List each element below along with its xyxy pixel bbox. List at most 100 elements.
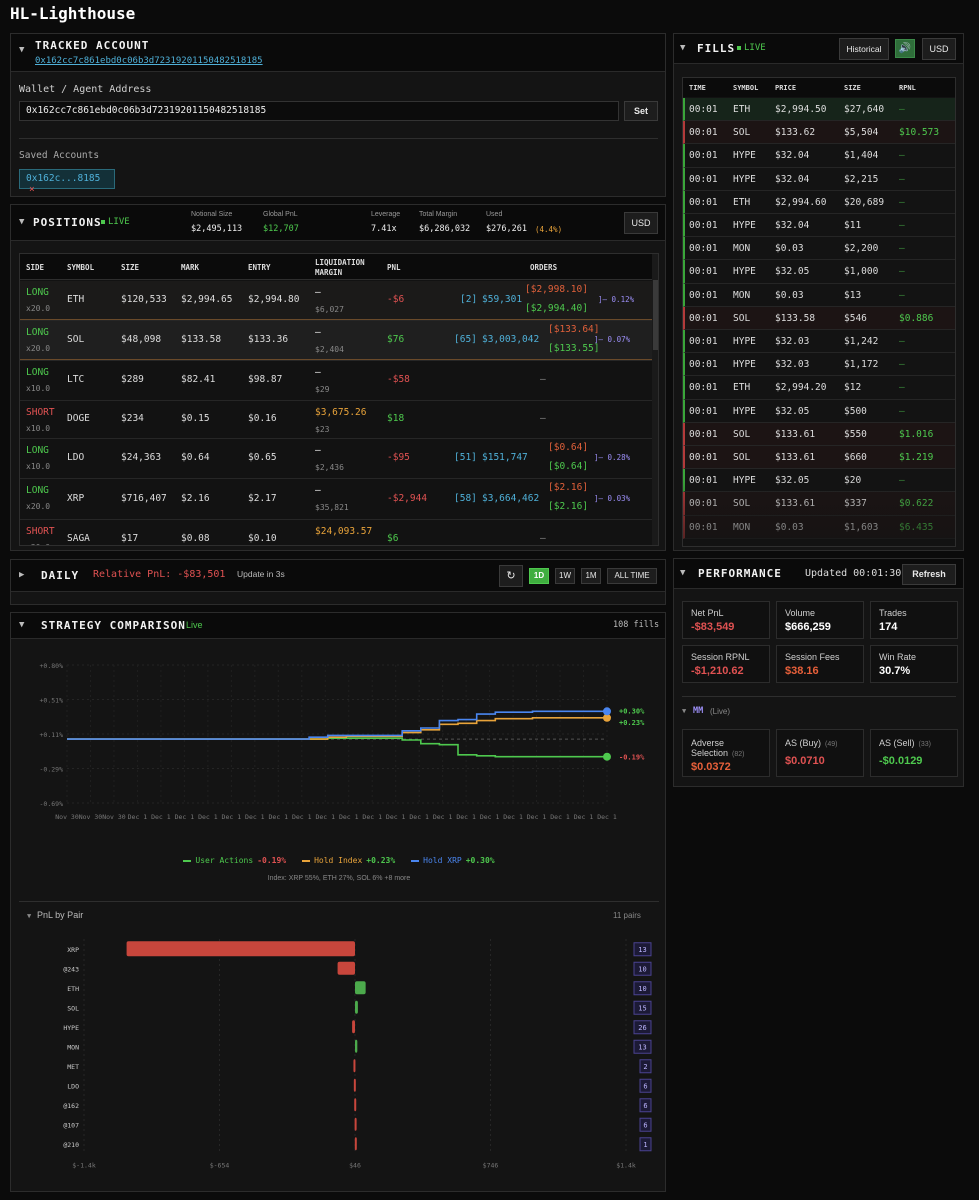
- range-button-1d[interactable]: 1D: [529, 568, 549, 584]
- table-row[interactable]: LONG x20.0 ETH $120,533 $2,994.65 $2,994.80 – $…: [20, 281, 658, 321]
- strategy-panel: ▼ STRATEGY COMPARISON Live 108 fills +0.…: [10, 612, 666, 1192]
- collapse-triangle-icon[interactable]: ▼: [682, 707, 687, 715]
- scrollbar[interactable]: [652, 254, 658, 545]
- collapse-triangle-icon[interactable]: ▼: [19, 45, 25, 55]
- fill-row[interactable]: 00:01 ETH $2,994.60 $20,689 –: [683, 190, 955, 214]
- fills-header[interactable]: ▼ FILLS LIVE Historical 🔊 USD: [674, 34, 963, 64]
- x-tick-label: $1.4k: [616, 1162, 636, 1170]
- order-count[interactable]: [2]: [460, 294, 478, 305]
- tracked-account-header[interactable]: ▼ TRACKED ACCOUNT 0x162cc7c861ebd0c06b3d…: [11, 34, 665, 72]
- fill-time: 00:01: [689, 289, 718, 301]
- fill-row[interactable]: 00:01 SOL $133.61 $660 $1.219: [683, 446, 955, 470]
- legend-item[interactable]: Hold XRP +0.30%: [411, 856, 495, 865]
- fill-price: $32.05: [775, 266, 810, 278]
- collapse-triangle-icon[interactable]: ▼: [27, 912, 32, 920]
- fill-time: 00:01: [689, 104, 718, 115]
- fill-symbol: SOL: [733, 428, 751, 440]
- fill-time: 00:01: [689, 405, 718, 417]
- set-button[interactable]: Set: [624, 101, 658, 121]
- order-count[interactable]: [51]: [454, 452, 477, 463]
- summary-value: $6,286,032: [419, 224, 471, 234]
- table-row[interactable]: LONG x10.0 LDO $24,363 $0.64 $0.65 – $2,436 -$95…: [20, 439, 658, 479]
- col-liquidation: LIQUIDATION: [315, 258, 365, 267]
- collapse-triangle-icon[interactable]: ▼: [680, 568, 686, 578]
- pnl-bar[interactable]: [353, 1078, 356, 1092]
- liquidation-price: –: [315, 485, 321, 496]
- y-tick-label: +0.80%: [40, 662, 64, 670]
- mm-stat-card: AS (Sell) (33) -$0.0129: [870, 729, 958, 777]
- pnl-bar[interactable]: [353, 1059, 356, 1073]
- currency-toggle-button[interactable]: USD: [922, 38, 956, 60]
- table-row[interactable]: SHORT x20.0 SAGA $17 $0.08 $0.10 $24,093.57 $2 $…: [20, 520, 658, 545]
- fill-size: $12: [844, 382, 862, 394]
- order-count[interactable]: [58]: [454, 493, 477, 504]
- collapse-triangle-icon[interactable]: ▼: [19, 620, 25, 630]
- pnl: $18: [387, 413, 405, 424]
- fill-row[interactable]: 00:01 HYPE $32.04 $2,215 –: [683, 167, 955, 191]
- pnl-bar[interactable]: [337, 961, 355, 975]
- pnl-bar[interactable]: [126, 941, 355, 957]
- fill-row[interactable]: 00:01 MON $0.03 $13 –: [683, 283, 955, 307]
- pnl-bar[interactable]: [352, 1020, 355, 1034]
- daily-header[interactable]: ▶ DAILY Relative PnL: -$83,501 Update in…: [11, 560, 665, 592]
- range-button-1m[interactable]: 1M: [581, 568, 601, 584]
- legend-name: Hold Index: [314, 856, 363, 865]
- fill-price: $133.58: [775, 312, 816, 324]
- fill-row[interactable]: 00:01 HYPE $32.04 $1,404 –: [683, 144, 955, 168]
- fill-row[interactable]: 00:01 ETH $2,994.50 $27,640 –: [683, 98, 955, 122]
- entry-price: $0.16: [248, 413, 277, 424]
- fill-row[interactable]: 00:01 SOL $133.58 $546 $0.886: [683, 306, 955, 330]
- pnl-bar[interactable]: [355, 1000, 358, 1014]
- leverage: x20.0: [26, 304, 51, 313]
- table-row[interactable]: LONG x20.0 SOL $48,098 $133.58 $133.36 – $2,404…: [20, 321, 658, 361]
- fill-row[interactable]: 00:01 ETH $2,994.20 $12 –: [683, 376, 955, 400]
- table-row[interactable]: LONG x10.0 LTC $289 $82.41 $98.87 – $29 -$58 –: [20, 361, 658, 401]
- table-row[interactable]: LONG x20.0 XRP $716,407 $2.16 $2.17 – $35,821 -$…: [20, 479, 658, 520]
- mm-stat-value: -$0.0129: [879, 755, 923, 767]
- legend-item[interactable]: Hold Index +0.23%: [302, 856, 395, 865]
- wallet-input[interactable]: 0x162cc7c861ebd0c06b3d723192011504825181…: [19, 101, 619, 121]
- collapse-triangle-icon[interactable]: ▼: [680, 43, 686, 53]
- historical-button[interactable]: Historical: [839, 38, 889, 60]
- x-tick-label: Dec 1: [151, 813, 171, 821]
- y-tick-label: -0.69%: [40, 800, 64, 808]
- pnl: -$95: [387, 452, 410, 463]
- order-count[interactable]: [65]: [454, 334, 477, 345]
- fill-row[interactable]: 00:01 HYPE $32.04 $11 –: [683, 214, 955, 238]
- tracked-address-link[interactable]: 0x162cc7c861ebd0c06b3d723192011504825181…: [35, 56, 263, 66]
- fill-row[interactable]: 00:01 HYPE $32.03 $1,172 –: [683, 353, 955, 377]
- currency-toggle-button[interactable]: USD: [624, 212, 658, 234]
- fill-rpnl: –: [899, 196, 905, 208]
- fill-row[interactable]: 00:01 HYPE $32.05 $500 –: [683, 399, 955, 423]
- fill-row[interactable]: 00:01 SOL $133.62 $5,504 $10.573: [683, 121, 955, 145]
- fill-size: $13: [844, 289, 862, 301]
- saved-account-chip[interactable]: 0x162c...8185 ×: [19, 169, 115, 195]
- fill-row[interactable]: 00:01 MON $0.03 $2,200 –: [683, 237, 955, 261]
- best-bid: [$133.55]: [548, 343, 600, 354]
- entry-price: $98.87: [248, 374, 283, 385]
- refresh-icon[interactable]: ↻: [499, 565, 523, 587]
- close-icon[interactable]: ×: [29, 184, 35, 195]
- positions-header[interactable]: ▼ POSITIONS LIVE Notional Size $2,495,113…: [11, 205, 665, 241]
- fill-row[interactable]: 00:01 HYPE $32.03 $1,242 –: [683, 330, 955, 354]
- fill-row[interactable]: 00:01 HYPE $32.05 $1,000 –: [683, 260, 955, 284]
- fill-row[interactable]: 00:01 SOL $133.61 $550 $1.016: [683, 422, 955, 446]
- range-button-all-time[interactable]: ALL TIME: [607, 568, 657, 584]
- spread: ]— 0.12%: [598, 295, 635, 304]
- speaker-icon[interactable]: 🔊: [895, 39, 915, 58]
- pnl-bar[interactable]: [355, 1039, 358, 1053]
- pnl-bar[interactable]: [354, 1137, 357, 1151]
- collapse-triangle-icon[interactable]: ▼: [19, 217, 25, 227]
- mm-live-label: (Live): [710, 707, 731, 716]
- pnl-by-pair-title: PnL by Pair: [37, 910, 84, 920]
- pnl-bar[interactable]: [355, 981, 366, 995]
- legend-item[interactable]: User Actions -0.19%: [183, 856, 286, 865]
- pnl-bar[interactable]: [354, 1117, 357, 1131]
- table-row[interactable]: SHORT x10.0 DOGE $234 $0.15 $0.16 $3,675.26 $23…: [20, 401, 658, 439]
- expand-triangle-icon[interactable]: ▶: [19, 570, 25, 580]
- strategy-header[interactable]: ▼ STRATEGY COMPARISON Live 108 fills: [11, 613, 665, 639]
- performance-header[interactable]: ▼ PERFORMANCE Updated 00:01:30 Refresh: [674, 559, 963, 589]
- refresh-button[interactable]: Refresh: [902, 564, 956, 585]
- range-button-1w[interactable]: 1W: [555, 568, 575, 584]
- pnl-bar[interactable]: [354, 1098, 357, 1112]
